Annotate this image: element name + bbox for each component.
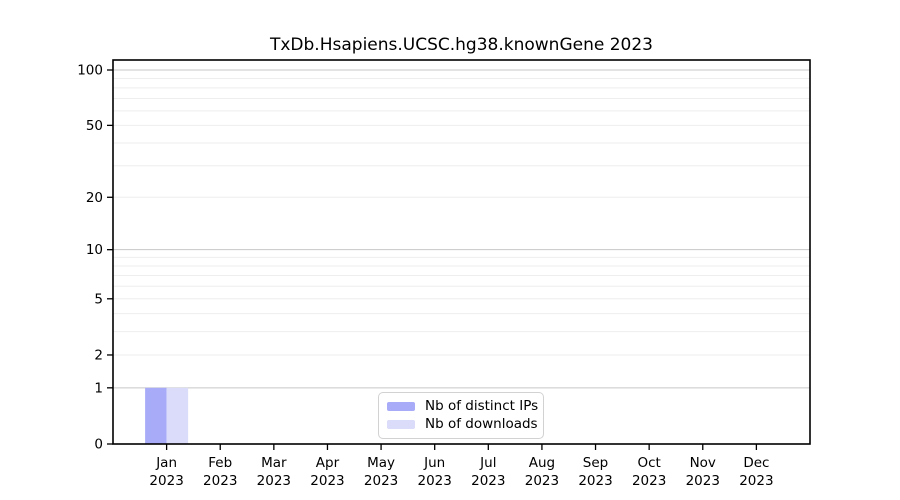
y-tick-label: 5 [94,291,103,307]
x-tick-label-year: 2023 [686,473,720,489]
legend-item-distinct-ips: Nb of distinct IPs [387,398,539,415]
bar-distinct-ips-jan [145,387,167,444]
y-tick-label: 100 [77,63,103,79]
y-tick-label: 0 [94,437,103,453]
y-tick-label: 50 [86,118,103,134]
x-tick-label-month: Mar [261,455,287,471]
x-tick-label-year: 2023 [149,473,183,489]
x-tick-label-month: Oct [637,455,660,471]
x-tick-label-year: 2023 [310,473,344,489]
x-tick-label-month: Aug [529,455,555,471]
x-tick-label-year: 2023 [257,473,291,489]
x-tick-label-month: May [367,455,395,471]
x-tick-label-month: Jan [155,455,177,471]
x-tick-label-year: 2023 [418,473,452,489]
bar-downloads-jan [166,387,189,444]
x-tick-label-month: Jun [423,455,445,471]
x-tick-label-month: Feb [208,455,232,471]
y-tick-label: 10 [86,242,103,258]
legend-label-downloads: Nb of downloads [425,415,538,432]
x-tick-label-year: 2023 [364,473,398,489]
x-tick-label-month: Apr [316,455,340,471]
legend-swatch-distinct-ips-icon [387,402,415,412]
x-tick-label-year: 2023 [578,473,612,489]
x-tick-label-month: Jul [479,455,496,471]
x-tick-label-year: 2023 [632,473,666,489]
y-tick-label: 20 [86,190,103,206]
x-tick-label-month: Sep [583,455,608,471]
legend-label-distinct-ips: Nb of distinct IPs [425,398,539,415]
x-tick-label-month: Nov [690,455,716,471]
chart-title: TxDb.Hsapiens.UCSC.hg38.knownGene 2023 [269,35,653,55]
x-tick-label-year: 2023 [525,473,559,489]
legend-swatch-downloads-icon [387,419,415,429]
x-tick-label-year: 2023 [203,473,237,489]
legend-item-downloads: Nb of downloads [387,415,538,433]
plot-border [112,59,811,445]
x-tick-label-month: Dec [743,455,769,471]
x-tick-label-year: 2023 [739,473,773,489]
y-tick-label: 1 [94,380,103,396]
x-tick-label-year: 2023 [471,473,505,489]
y-tick-label: 2 [94,347,103,363]
legend: Nb of distinct IPs Nb of downloads [378,392,544,439]
